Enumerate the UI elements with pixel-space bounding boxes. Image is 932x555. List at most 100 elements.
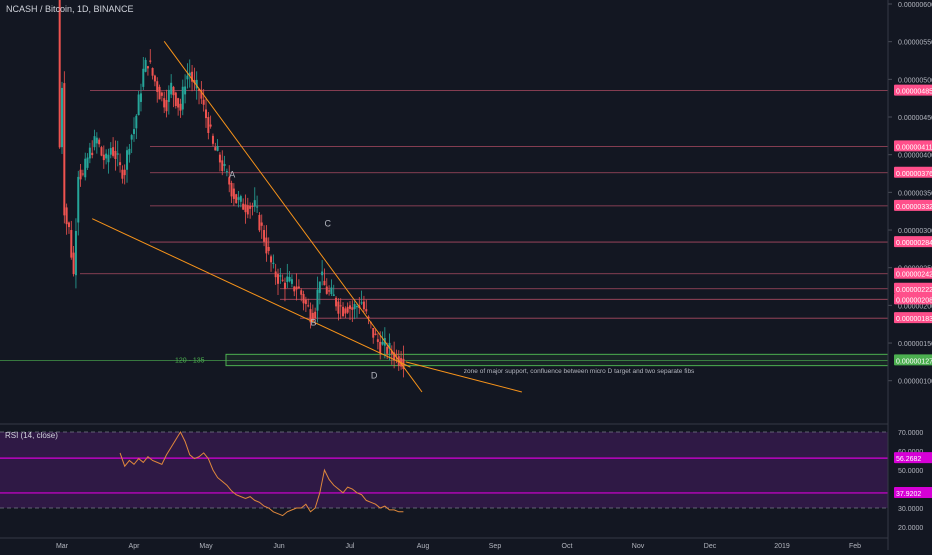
candle: [290, 274, 293, 288]
candle: [114, 140, 117, 171]
x-tick-label: Mar: [56, 543, 69, 550]
candle-body: [149, 60, 152, 62]
candle-body: [279, 275, 282, 277]
candle-body: [84, 158, 87, 178]
x-tick-label: Aug: [417, 543, 430, 550]
candle-body: [221, 160, 224, 172]
price-level-badge: 0.00000376: [894, 166, 932, 178]
rsi-badge-text: 56.2682: [896, 456, 921, 463]
candle-body: [72, 252, 75, 275]
y-tick-label: 0.00000400: [898, 153, 932, 160]
candle-body: [107, 154, 110, 163]
candle-body: [300, 290, 303, 295]
candle: [342, 302, 345, 318]
candle-body: [353, 304, 356, 310]
candle-body: [116, 153, 119, 155]
candle: [205, 97, 207, 128]
x-tick-label: 2019: [774, 543, 790, 550]
candle: [170, 74, 173, 99]
candle-body: [256, 206, 259, 208]
y-tick-label: 0.00000200: [898, 303, 932, 310]
candle-body: [242, 203, 245, 210]
candle: [211, 133, 214, 147]
candle-body: [214, 147, 217, 151]
candle: [126, 146, 129, 183]
candle-body: [74, 230, 77, 276]
candle: [286, 263, 289, 289]
candle-body: [181, 86, 184, 110]
candle-body: [342, 306, 345, 317]
candle-body: [332, 294, 335, 296]
price-level-badge-bg: [894, 166, 932, 178]
candle: [109, 142, 112, 159]
candle-body: [216, 146, 219, 151]
candle-body: [158, 86, 161, 100]
candle-body: [174, 92, 177, 107]
candle: [346, 302, 349, 315]
candle: [351, 300, 354, 322]
candle: [232, 183, 235, 206]
candle: [174, 91, 177, 109]
candle: [283, 277, 286, 302]
candle: [216, 139, 219, 152]
candle: [237, 191, 240, 208]
candle-body: [367, 316, 370, 319]
candle-body: [121, 169, 124, 179]
candle: [188, 59, 191, 88]
y-tick-label: 0.00000150: [898, 341, 932, 348]
projection-trendline: [405, 361, 522, 393]
candle: [100, 145, 103, 157]
candle: [177, 97, 180, 116]
candle-body: [281, 279, 284, 281]
candle-body: [200, 89, 203, 99]
price-level-badge: 0.00000284: [894, 236, 932, 247]
x-tick-label: Jun: [273, 543, 284, 550]
candle: [167, 85, 170, 115]
candle: [218, 152, 221, 172]
candle: [91, 140, 94, 159]
candle: [337, 298, 340, 321]
candle-body: [316, 289, 319, 311]
candle: [163, 91, 166, 114]
candle-body: [223, 163, 226, 166]
price-level-badge-text: 0.00000222: [896, 287, 932, 294]
candle-body: [274, 271, 277, 278]
candle: [281, 274, 284, 282]
candle-body: [395, 354, 398, 356]
rsi-badge: 56.2682: [894, 452, 932, 463]
candle: [300, 288, 303, 302]
candle-body: [328, 290, 331, 292]
x-tick-label: Dec: [704, 543, 717, 550]
candle: [256, 195, 259, 214]
candle-body: [70, 230, 73, 258]
x-tick-label: Feb: [849, 543, 861, 550]
x-tick-label: Jul: [346, 543, 355, 550]
candle: [107, 148, 110, 174]
x-tick-label: May: [199, 543, 213, 550]
candle: [223, 155, 226, 172]
candle-body: [376, 339, 379, 342]
upper-trendline: [163, 40, 423, 393]
y-tick-label: 0.00000100: [898, 379, 932, 386]
candle-body: [165, 100, 168, 112]
candle: [58, 0, 61, 149]
candle: [202, 89, 205, 112]
candle-body: [88, 147, 91, 159]
candle: [270, 254, 273, 272]
candle: [374, 329, 377, 336]
candle-body: [260, 222, 263, 226]
rsi-band: [0, 432, 888, 508]
candle-body: [209, 124, 212, 127]
y-tick-label: 0.00000300: [898, 228, 932, 235]
candle: [228, 165, 231, 193]
price-level-badge-bg: [894, 267, 932, 279]
candle: [295, 273, 298, 301]
candle: [77, 170, 80, 236]
y-tick-label: 0.00000450: [898, 115, 932, 122]
candle: [272, 254, 275, 269]
price-level-badge-bg: [894, 140, 932, 152]
candle: [116, 140, 119, 167]
candle-body: [98, 139, 101, 145]
candle: [165, 89, 168, 118]
